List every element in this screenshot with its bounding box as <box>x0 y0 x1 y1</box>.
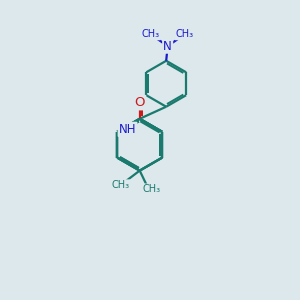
Text: N: N <box>163 40 172 52</box>
Text: CH₃: CH₃ <box>176 29 194 39</box>
Text: O: O <box>134 96 145 109</box>
Text: CH₃: CH₃ <box>142 29 160 39</box>
Text: CH₃: CH₃ <box>142 184 160 194</box>
Text: NH: NH <box>119 123 136 136</box>
Text: CH₃: CH₃ <box>112 180 130 190</box>
